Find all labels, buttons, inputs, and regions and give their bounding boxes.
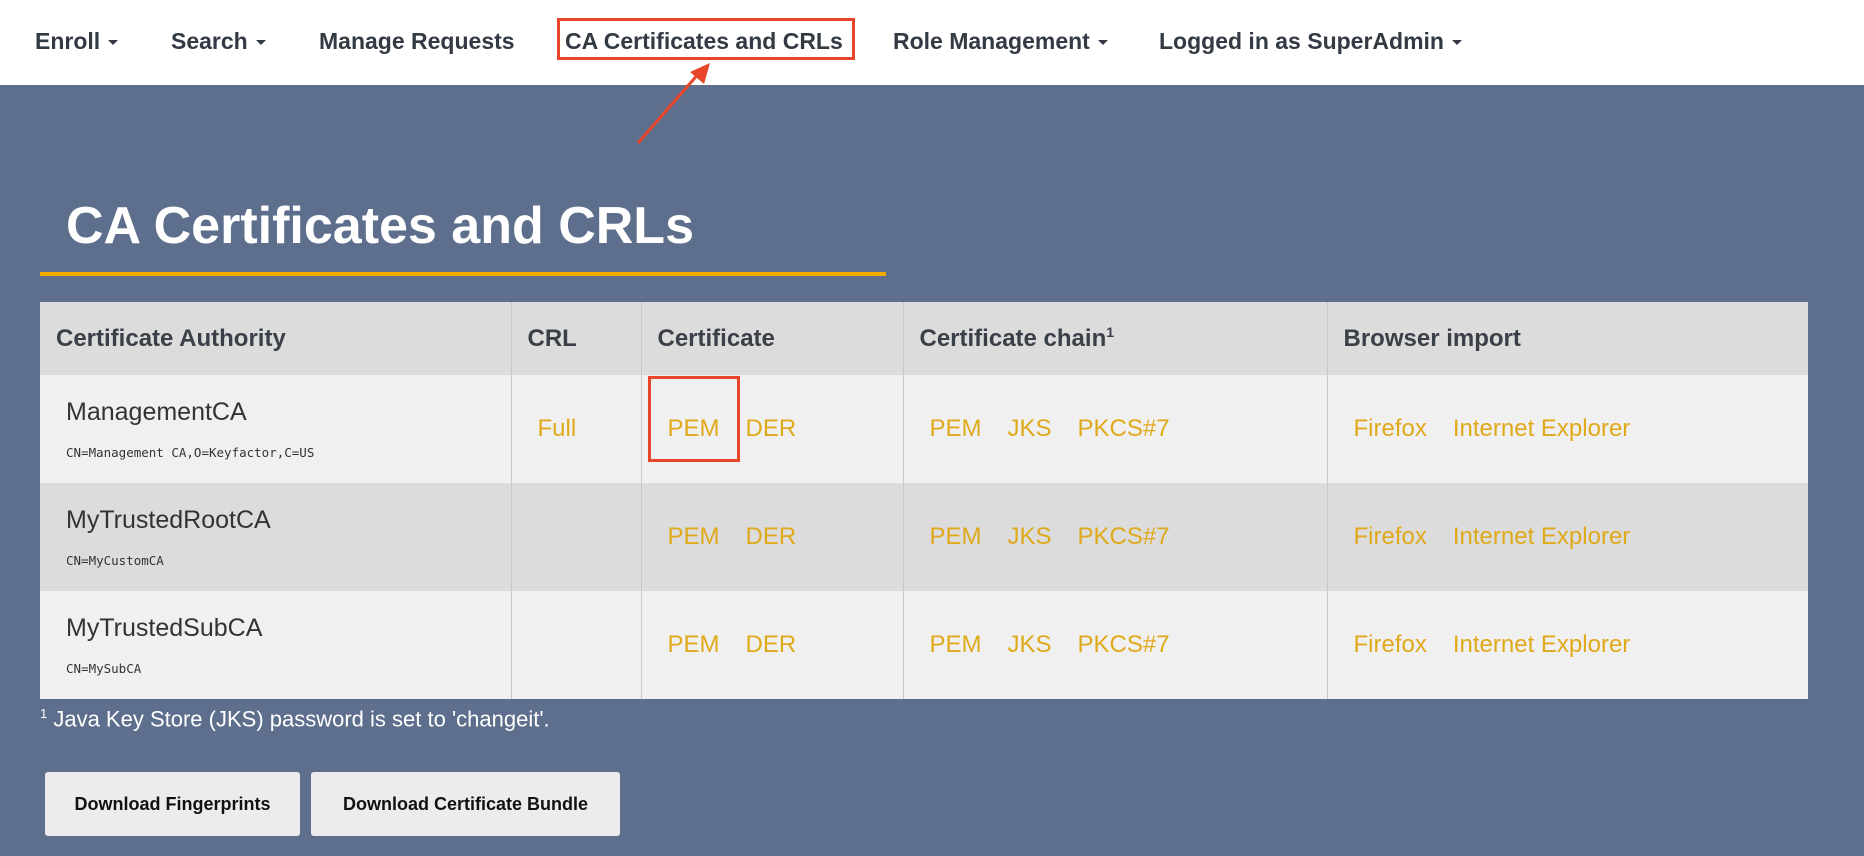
certificate-cell: PEM DER [640,375,903,483]
ca-dn: CN=MyCustomCA [66,553,164,568]
crl-cell: Full [510,375,641,483]
nav-role-management[interactable]: Role Management [893,28,1108,55]
browser-internet-explorer-link[interactable]: Internet Explorer [1452,415,1631,442]
nav-label: CA Certificates and CRLs [565,28,843,54]
cert-pem-link[interactable]: PEM [667,523,720,550]
crl-cell [510,591,641,699]
nav-label: Role Management [893,28,1090,54]
caret-down-icon [1451,40,1462,46]
chain-pkcs-7-link[interactable]: PKCS#7 [1077,415,1170,442]
footnote-mark: 1 [1106,324,1115,340]
nav-manage-requests[interactable]: Manage Requests [319,28,515,55]
browser-firefox-link[interactable]: Firefox [1353,631,1427,658]
table-row: MyTrustedRootCA CN=MyCustomCA PEM DER PEM JKS… [40,483,1808,591]
browser-cell: Firefox Internet Explorer [1326,483,1808,591]
table-row: MyTrustedSubCA CN=MySubCA PEM DER PEM JKS PKCS… [40,591,1808,699]
cert-der-link[interactable]: DER [745,523,797,550]
chain-pem-link[interactable]: PEM [929,523,982,550]
page-title: CA Certificates and CRLs [66,197,694,255]
caret-down-icon [108,40,119,46]
browser-cell: Firefox Internet Explorer [1326,591,1808,699]
browser-cell: Firefox Internet Explorer [1326,375,1808,483]
col-header-ca: Certificate Authority [40,302,511,375]
table-header-row: Certificate Authority CRL Certificate Ce… [40,302,1808,375]
chain-cell: PEM JKS PKCS#7 [902,375,1327,483]
col-header-crl: CRL [510,302,641,375]
chain-pem-link[interactable]: PEM [929,415,982,442]
table-row: ManagementCA CN=Management CA,O=Keyfactor… [40,375,1808,483]
ca-dn: CN=Management CA,O=Keyfactor,C=US [66,445,315,460]
footnote-text: Java Key Store (JKS) password is set to … [47,706,550,732]
title-underline [40,272,886,276]
chain-cell: PEM JKS PKCS#7 [902,591,1327,699]
ca-cell: MyTrustedRootCA CN=MyCustomCA [40,483,511,591]
chain-pkcs-7-link[interactable]: PKCS#7 [1077,523,1170,550]
footnote-mark: 1 [40,706,48,721]
nav-label: Search [171,28,248,54]
annotation-arrow-icon [636,63,710,144]
nav-label: Logged in as SuperAdmin [1159,28,1444,54]
chain-pkcs-7-link[interactable]: PKCS#7 [1077,631,1170,658]
browser-firefox-link[interactable]: Firefox [1353,523,1427,550]
ca-dn: CN=MySubCA [66,661,142,676]
footnote: 1 Java Key Store (JKS) password is set t… [40,706,550,732]
chain-jks-link[interactable]: JKS [1007,631,1052,658]
browser-internet-explorer-link[interactable]: Internet Explorer [1452,631,1631,658]
ca-name: MyTrustedSubCA [66,614,263,642]
header-label: Certificate chain [919,325,1107,352]
cert-der-link[interactable]: DER [745,631,797,658]
ca-name: MyTrustedRootCA [66,506,271,534]
cert-der-link[interactable]: DER [745,415,797,442]
ca-cell: ManagementCA CN=Management CA,O=Keyfactor… [40,375,511,483]
chain-jks-link[interactable]: JKS [1007,415,1052,442]
nav-ca-certificates[interactable]: CA Certificates and CRLs [565,28,843,55]
nav-search[interactable]: Search [171,28,266,55]
ca-table: Certificate Authority CRL Certificate Ce… [40,302,1808,699]
ca-name: ManagementCA [66,398,247,426]
nav-user-menu[interactable]: Logged in as SuperAdmin [1159,28,1462,55]
top-navbar: Enroll Search Manage Requests CA Certifi… [0,0,1864,85]
caret-down-icon [1097,40,1108,46]
browser-firefox-link[interactable]: Firefox [1353,415,1427,442]
ca-cell: MyTrustedSubCA CN=MySubCA [40,591,511,699]
browser-internet-explorer-link[interactable]: Internet Explorer [1452,523,1631,550]
chain-cell: PEM JKS PKCS#7 [902,483,1327,591]
cert-pem-link[interactable]: PEM [667,415,720,442]
chain-jks-link[interactable]: JKS [1007,523,1052,550]
download-fingerprints-button[interactable]: Download Fingerprints [45,772,300,836]
col-header-chain: Certificate chain1 [902,302,1327,375]
certificate-cell: PEM DER [640,483,903,591]
chain-pem-link[interactable]: PEM [929,631,982,658]
nav-enroll[interactable]: Enroll [35,28,119,55]
crl-full-link[interactable]: Full [537,415,577,442]
cert-pem-link[interactable]: PEM [667,631,720,658]
crl-cell [510,483,641,591]
caret-down-icon [255,40,266,46]
nav-label: Enroll [35,28,101,54]
col-header-browser: Browser import [1326,302,1808,375]
col-header-certificate: Certificate [640,302,903,375]
nav-label: Manage Requests [319,28,515,54]
download-certificate-bundle-button[interactable]: Download Certificate Bundle [311,772,620,836]
certificate-cell: PEM DER [640,591,903,699]
